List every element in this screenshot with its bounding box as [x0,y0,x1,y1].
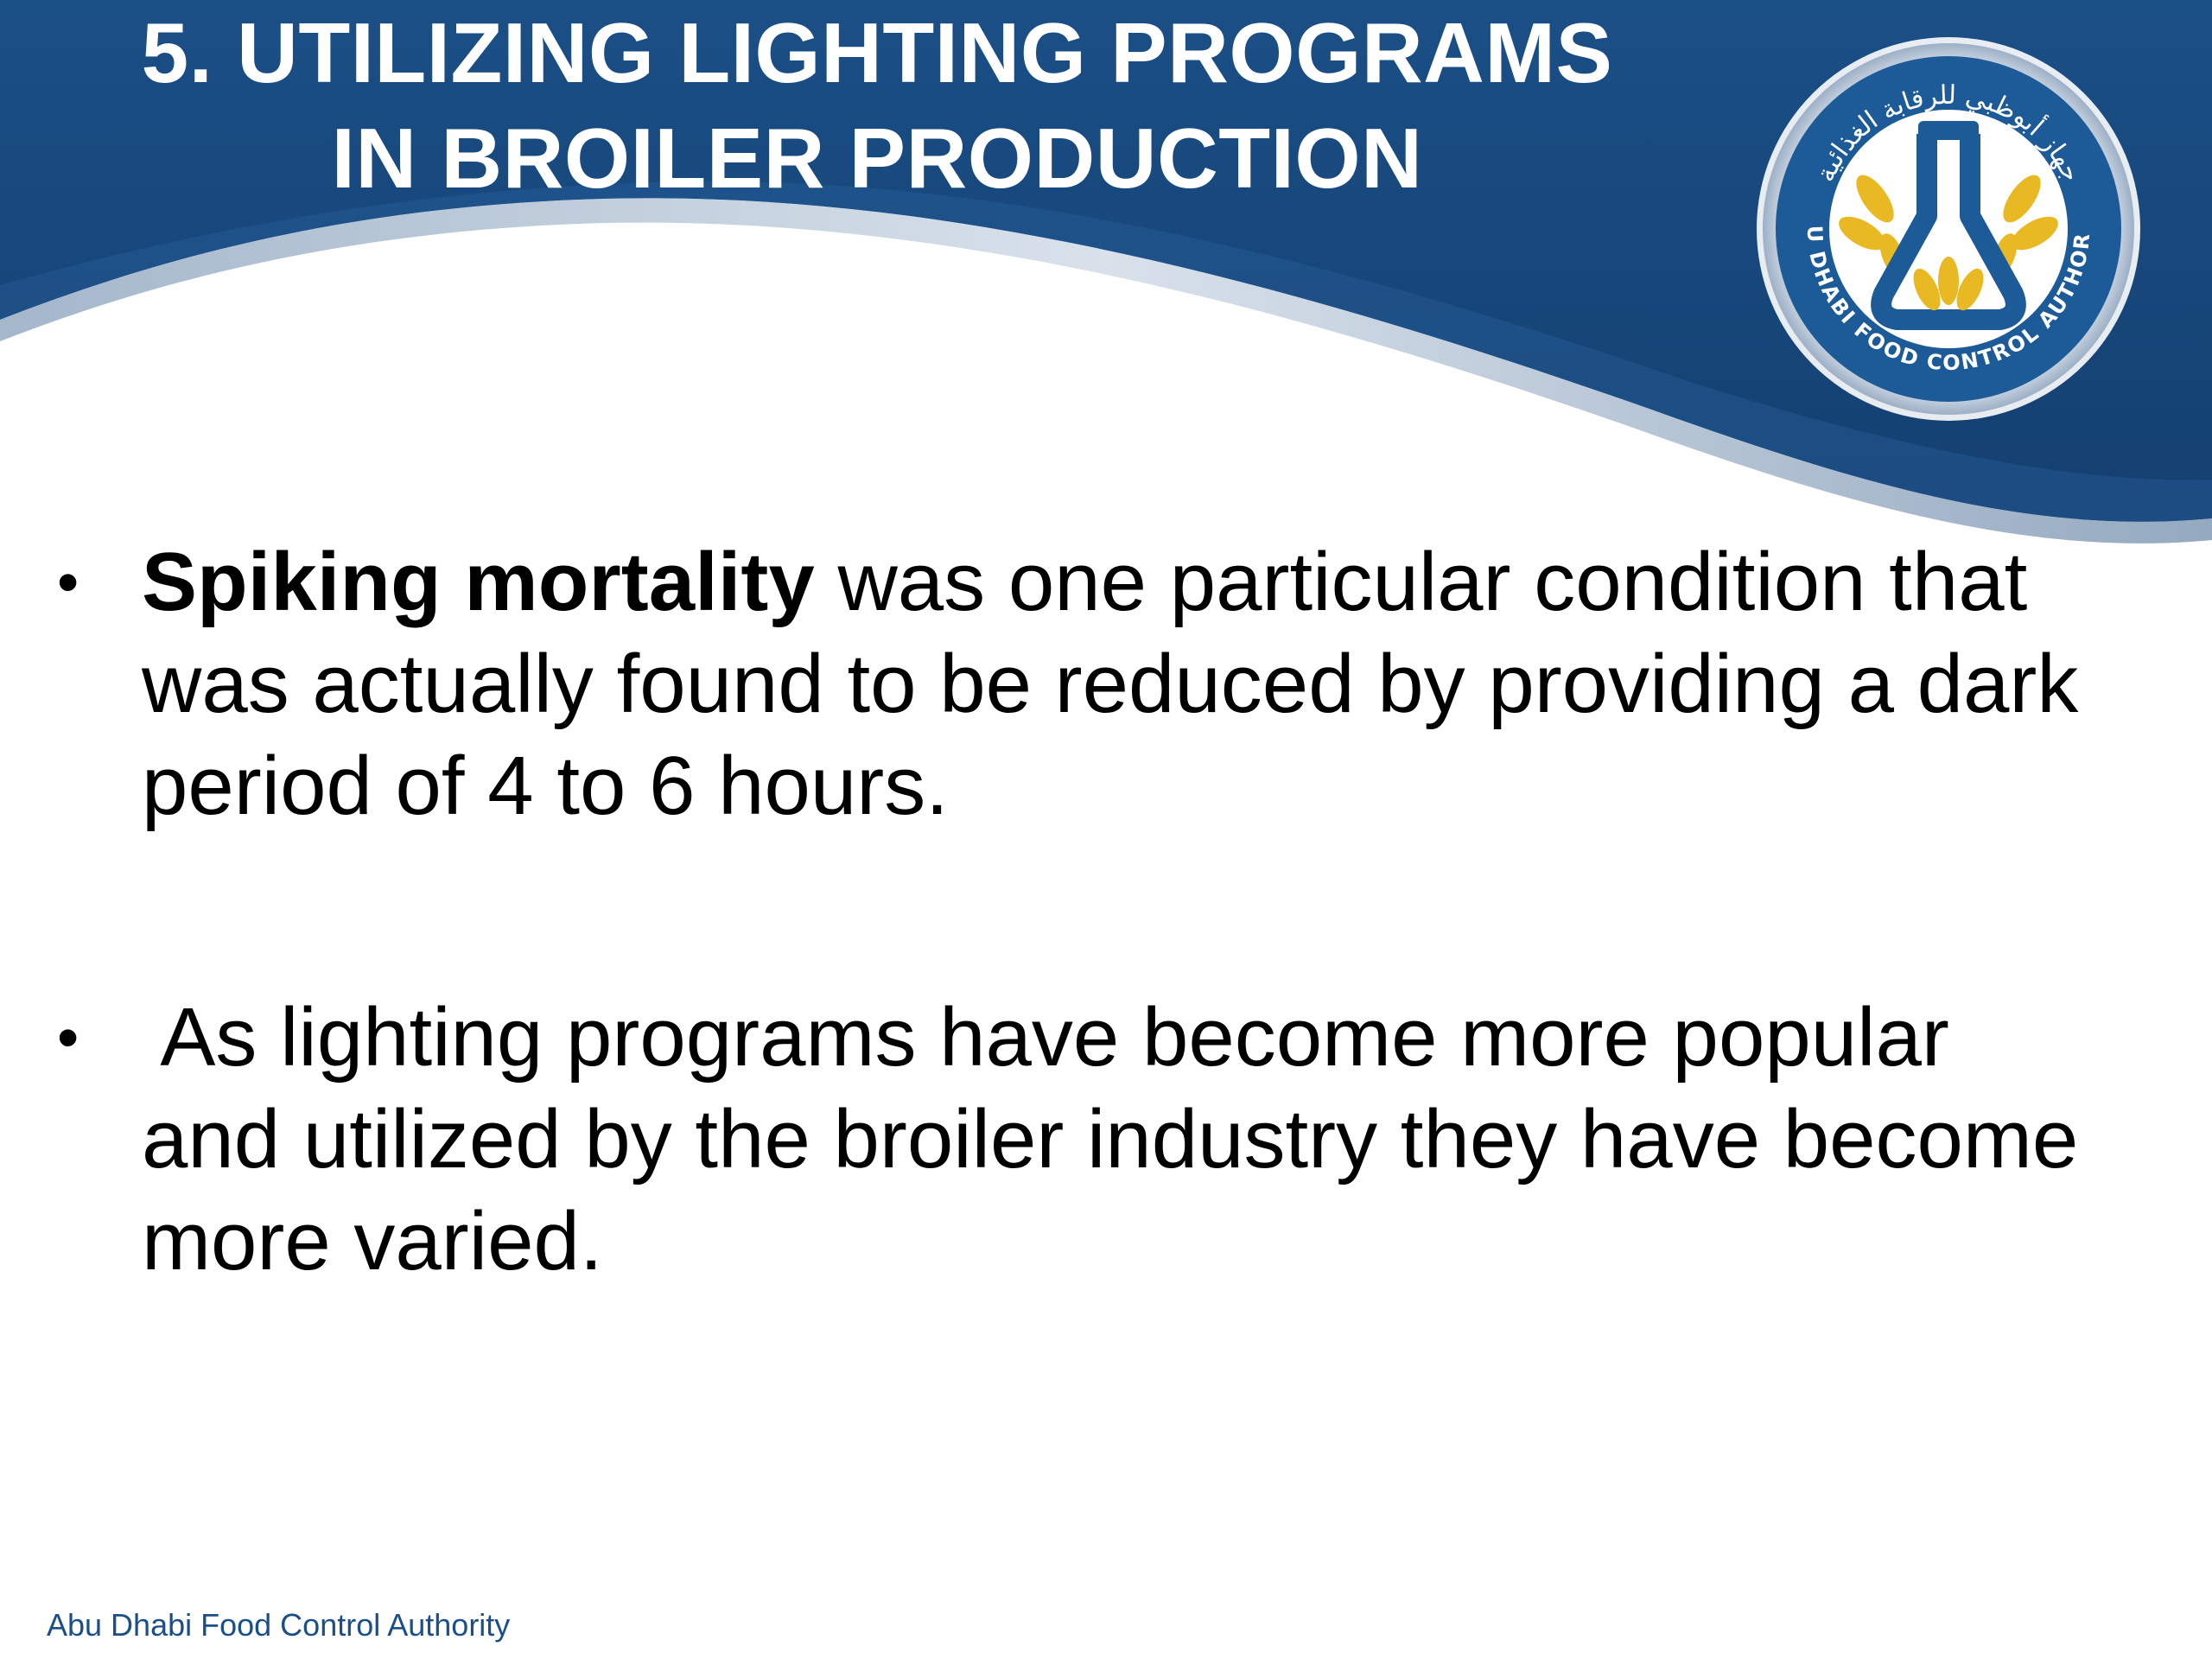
header-banner [0,0,2212,543]
footer-text: Abu Dhabi Food Control Authority [47,1607,511,1643]
bullet-1-line-3: period of 4 to 6 hours. [142,740,949,832]
slide-title: 5. UTILIZING LIGHTING PROGRAMS IN BROILE… [0,0,1754,211]
title-line-1: 5. UTILIZING LIGHTING PROGRAMS [141,5,1613,100]
bullet-2-line-3: more varied. [142,1195,603,1287]
bullet-1-line-1: was one particular condition that [814,536,2028,628]
bullet-text-2: As lighting programs have become more po… [142,987,2164,1293]
bullet-text-1: Spiking mortality was one particular con… [142,531,2164,837]
bullet-dot: • [57,548,79,617]
title-line-2: IN BROILER PRODUCTION [331,111,1423,206]
bullet-1-line-2: was actually found to be reduced by prov… [142,638,2079,730]
flask-wheat-emblem-icon: جهاز أبوظبي للرقابة الغذائية ABU DHABI F… [1754,35,2140,421]
bullet-dot: • [57,1003,79,1072]
bullet-2-line-1: As lighting programs have become more po… [142,991,1949,1084]
bullet-2-line-2: and utilized by the broiler industry the… [142,1093,2079,1185]
bullet-1-bold-lead: Spiking mortality [142,536,815,628]
